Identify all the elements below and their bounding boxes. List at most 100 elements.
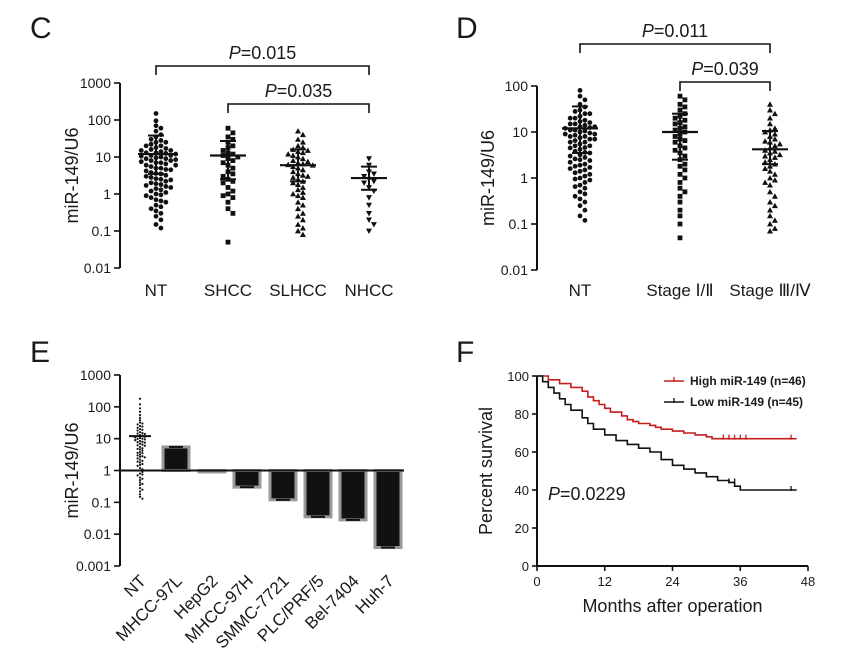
panel-c-point-0-53: [158, 176, 164, 182]
panel-e-nt-point-11: [141, 425, 144, 428]
panel-c-point-2-7: [304, 147, 311, 153]
panel-d-point-1-27: [677, 163, 683, 169]
panel-d-point-1-18: [682, 138, 688, 144]
panel-d-point-0-48: [567, 153, 573, 159]
panel-d-point-1-7: [672, 115, 678, 121]
panel-e-nt-point-40: [136, 447, 139, 450]
panel-d-point-2-39: [771, 217, 778, 223]
panel-e-nt-point-14: [141, 428, 144, 431]
panel-e-nt-point-65: [136, 474, 139, 477]
panel-d-point-1-26: [682, 161, 688, 167]
panel-e-nt-point-48: [141, 455, 144, 458]
panel-e-y-tick-label-6: 1000: [80, 367, 111, 383]
panel-c-point-2-23: [290, 168, 297, 175]
panel-d-point-0-14: [587, 120, 593, 126]
panel-c-point-2-10: [285, 151, 292, 157]
panel-e-nt-point-33: [143, 441, 146, 444]
panel-d-point-0-0: [577, 88, 583, 93]
panel-d-y-tick-label-3: 10: [512, 124, 528, 140]
panel-c-point-0-54: [168, 177, 174, 183]
panel-f-y-tick-label-5: 100: [507, 369, 529, 384]
panel-d-point-2-40: [767, 221, 773, 227]
panel-d-point-1-21: [682, 145, 688, 151]
panel-c-x-label-1: SHCC: [204, 281, 252, 300]
panel-c-y-tick-label-3: 10: [95, 149, 111, 165]
panel-d-point-0-59: [582, 167, 588, 173]
panel-c-point-0-23: [173, 151, 179, 157]
panel-d-point-0-30: [582, 134, 588, 139]
panel-e-nt-point-67: [141, 477, 144, 480]
panel-e-nt-point-39: [141, 447, 144, 450]
panel-e-label: E: [30, 336, 50, 369]
panel-d-point-2-0: [767, 101, 773, 107]
panel-d-point-1-34: [677, 193, 683, 199]
panel-c-y-label: miR-149/U6: [62, 127, 82, 223]
panel-d-point-2-5: [771, 125, 778, 131]
panel-c-point-2-14: [290, 157, 297, 163]
panel-e-nt-point-18: [136, 432, 139, 435]
panel-c-pvalue-1-p: P: [265, 81, 277, 101]
panel-d-point-2-38: [767, 212, 773, 219]
panel-e-nt-point-31: [141, 440, 144, 443]
panel-c-point-1-18: [230, 171, 236, 177]
panel-d-point-0-68: [577, 182, 583, 188]
panel-d-y-tick-label-1: 0.1: [509, 216, 529, 232]
panel-c-point-0-61: [168, 185, 174, 190]
panel-c-point-3-14: [370, 222, 377, 228]
panel-e-y-tick-label-0: 0.001: [76, 558, 111, 574]
panel-c-point-2-31: [295, 181, 301, 187]
panel-d-pvalue-1-val: =0.039: [703, 59, 759, 79]
panel-c-point-0-57: [153, 181, 159, 187]
panel-d-point-2-36: [771, 202, 778, 209]
panel-e-nt-point-1: [138, 403, 142, 406]
panel-d-point-2-29: [767, 175, 773, 181]
panel-d-point-1-31: [677, 180, 683, 185]
panel-d-point-0-56: [572, 163, 578, 169]
panel-e-nt-point-34: [138, 442, 142, 445]
panel-e-nt-point-27: [136, 437, 139, 441]
panel-c-point-1-19: [220, 173, 226, 179]
panel-e-nt-point-43: [138, 450, 142, 454]
panel-d-point-2-34: [771, 193, 778, 199]
panel-e-nt-point-68: [138, 478, 142, 482]
panel-c-point-1-26: [220, 193, 226, 199]
panel-c-point-1-30: [230, 210, 236, 216]
panel-d-point-0-35: [572, 138, 578, 144]
panel-f-x-tick-label-1: 12: [598, 574, 612, 589]
panel-c-pvalue-0-p: P: [229, 43, 241, 63]
panel-e-nt-point-52: [138, 458, 142, 461]
panel-e-x-label-7: Huh-7: [352, 571, 398, 617]
panel-d-x-label-0: NT: [569, 281, 592, 300]
panel-c-point-3-7: [361, 180, 368, 186]
panel-d-point-0-70: [582, 185, 588, 191]
panel-e-nt-point-70: [141, 482, 144, 485]
panel-c-point-1-23: [225, 185, 231, 190]
panel-d-point-1-24: [682, 153, 688, 159]
panel-c-point-2-0: [295, 128, 301, 134]
panel-e-nt-point-46: [138, 453, 142, 456]
panel-d-point-0-34: [592, 136, 598, 142]
panel-c-point-0-65: [163, 190, 169, 195]
panel-c-point-0-1: [153, 118, 159, 124]
panel-e-nt-point-8: [141, 422, 144, 425]
panel-c-point-0-44: [168, 167, 174, 173]
panel-d-point-1-19: [672, 139, 678, 145]
panel-d-point-0-2: [582, 97, 588, 103]
panel-c-point-0-34: [138, 159, 144, 165]
panel-c-point-2-30: [290, 179, 297, 186]
panel-c-point-0-51: [148, 175, 154, 180]
panel-c-point-0-18: [138, 148, 144, 153]
panel-d-point-0-53: [567, 159, 573, 165]
panel-c-point-0-7: [148, 136, 154, 142]
panel-d-y-tick-label-4: 100: [505, 78, 529, 94]
panel-d-point-0-7: [582, 111, 588, 117]
panel-d-label: D: [456, 12, 478, 45]
panel-e-nt-point-7: [138, 421, 142, 424]
panel-c-point-0-68: [143, 193, 149, 199]
panel-c-point-0-73: [153, 202, 159, 208]
panel-c-bracket-0: [155, 65, 370, 75]
panel-c-point-2-9: [299, 149, 306, 156]
panel-d-point-2-42: [767, 228, 773, 234]
